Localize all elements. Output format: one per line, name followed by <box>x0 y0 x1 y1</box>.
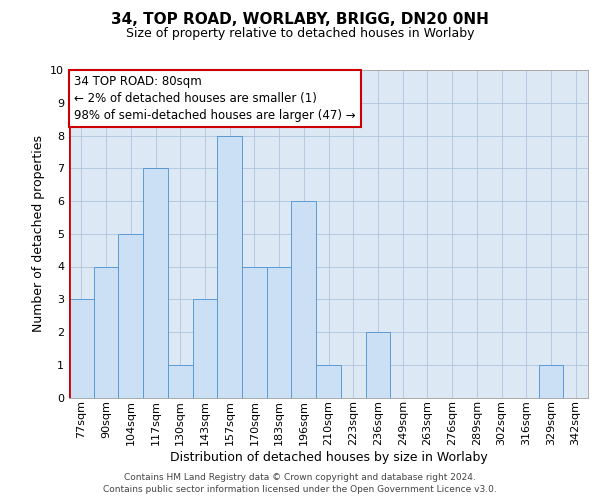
Bar <box>217 136 242 398</box>
Bar <box>316 365 341 398</box>
Bar <box>168 365 193 398</box>
Text: 34 TOP ROAD: 80sqm
← 2% of detached houses are smaller (1)
98% of semi-detached : 34 TOP ROAD: 80sqm ← 2% of detached hous… <box>74 75 356 122</box>
Bar <box>365 332 390 398</box>
Bar <box>118 234 143 398</box>
X-axis label: Distribution of detached houses by size in Worlaby: Distribution of detached houses by size … <box>170 451 487 464</box>
Text: 34, TOP ROAD, WORLABY, BRIGG, DN20 0NH: 34, TOP ROAD, WORLABY, BRIGG, DN20 0NH <box>111 12 489 28</box>
Y-axis label: Number of detached properties: Number of detached properties <box>32 135 44 332</box>
Bar <box>143 168 168 398</box>
Text: Size of property relative to detached houses in Worlaby: Size of property relative to detached ho… <box>126 28 474 40</box>
Bar <box>267 266 292 398</box>
Bar <box>94 266 118 398</box>
Bar <box>539 365 563 398</box>
Bar <box>242 266 267 398</box>
Text: Contains HM Land Registry data © Crown copyright and database right 2024.: Contains HM Land Registry data © Crown c… <box>124 474 476 482</box>
Bar <box>193 299 217 398</box>
Bar <box>69 299 94 398</box>
Text: Contains public sector information licensed under the Open Government Licence v3: Contains public sector information licen… <box>103 485 497 494</box>
Bar <box>292 201 316 398</box>
